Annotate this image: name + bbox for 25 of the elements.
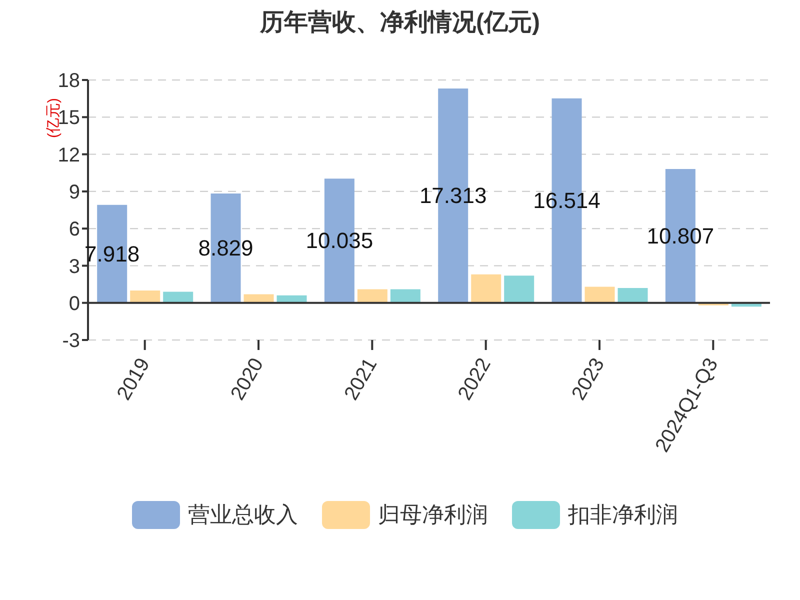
y-tick-label: 0 [68,292,80,315]
data-label: 10.035 [306,228,374,254]
y-tick-label: 9 [68,182,80,204]
bar [357,289,388,303]
y-tick-label: 3 [68,256,80,278]
data-label: 10.807 [646,223,714,248]
y-tick-label: 12 [58,144,80,166]
bar [130,290,160,303]
data-label: 16.514 [533,188,600,214]
bar [584,286,615,303]
bar [244,294,274,303]
bar [471,274,502,303]
data-label: 17.313 [419,183,487,208]
bar [618,288,648,303]
bar [390,289,420,303]
y-tick-label: -3 [62,330,80,352]
y-axis-title: (亿元) [45,98,62,138]
y-tick-label: 6 [68,218,80,241]
legend-label: 归母净利润 [378,501,488,529]
bar [504,276,534,303]
chart-title: 历年营收、净利情况(亿元) [258,8,541,38]
legend-label: 扣非净利润 [568,501,678,529]
legend-label: 营业总收入 [188,501,298,529]
y-tick-label: 18 [58,70,80,92]
bar [163,292,194,303]
